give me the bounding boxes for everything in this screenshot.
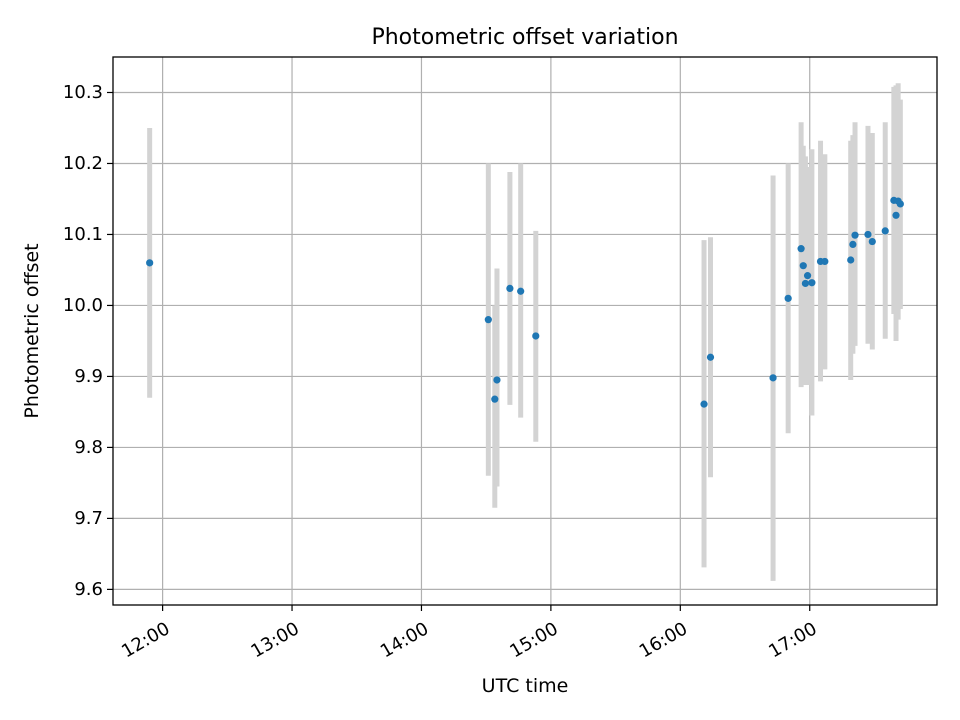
data-point — [700, 400, 708, 408]
data-point — [896, 200, 904, 208]
data-point — [803, 272, 812, 280]
y-tick-label: 9.6 — [74, 579, 103, 600]
y-tick-label: 9.8 — [74, 437, 103, 458]
data-point — [799, 262, 807, 270]
data-point — [881, 227, 889, 235]
chart-title: Photometric offset variation — [371, 25, 678, 50]
x-tick-label: 15:00 — [506, 618, 561, 662]
x-tick-label: 13:00 — [248, 618, 303, 662]
y-tick-label: 10.1 — [63, 224, 103, 245]
data-point — [821, 257, 829, 266]
data-point — [484, 316, 492, 324]
data-point — [493, 376, 501, 384]
data-point — [769, 374, 777, 382]
data-point — [801, 279, 810, 288]
x-axis-label: UTC time — [482, 675, 569, 697]
y-tick-label: 10.2 — [63, 153, 103, 174]
data-point — [849, 240, 857, 248]
x-tick-label: 16:00 — [636, 618, 691, 662]
data-point-layer — [146, 196, 904, 408]
data-point — [892, 211, 900, 219]
y-tick-label: 9.7 — [74, 508, 103, 529]
data-point — [808, 279, 816, 287]
y-tick-label: 10.3 — [63, 82, 103, 103]
data-point — [517, 287, 525, 295]
y-axis-label: Photometric offset — [21, 243, 43, 418]
x-tick-label: 12:00 — [118, 618, 173, 662]
data-point — [706, 353, 715, 361]
y-tick-label: 10.0 — [63, 295, 103, 316]
data-point — [864, 230, 872, 239]
data-point — [491, 395, 499, 403]
data-point — [146, 259, 154, 267]
x-tick-label: 14:00 — [377, 618, 432, 662]
tick-layer: 12:00 13:00 14:00 15:00 16:00 17:00 9.6 9.7 9.8 9… — [63, 82, 821, 662]
data-point — [868, 237, 876, 246]
x-tick-label: 17:00 — [765, 618, 820, 662]
y-tick-label: 9.9 — [74, 366, 103, 387]
plot-frame — [112, 56, 938, 606]
data-point — [532, 332, 540, 340]
data-point — [784, 294, 792, 302]
data-point — [506, 284, 514, 293]
data-point — [847, 256, 855, 264]
data-point — [851, 231, 859, 239]
error-bar-layer — [147, 83, 903, 581]
data-point — [797, 245, 805, 253]
